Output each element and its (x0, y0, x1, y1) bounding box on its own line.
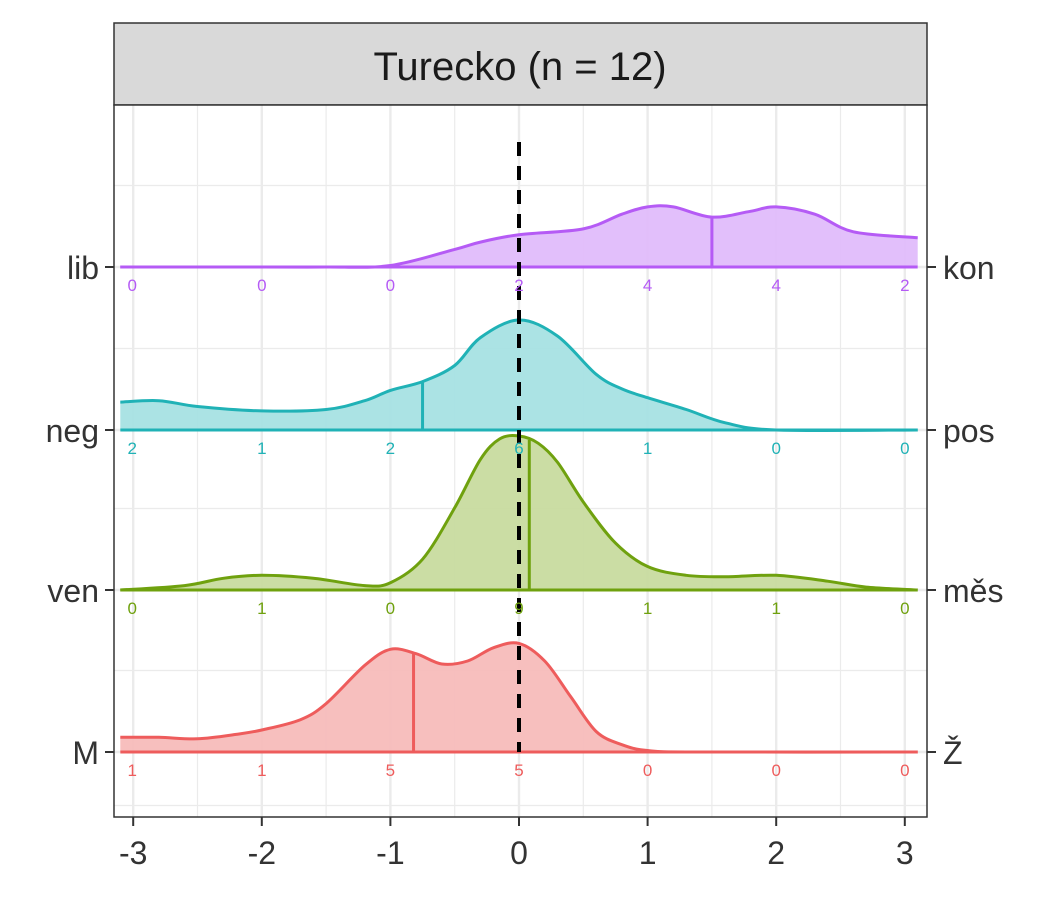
count-label: 1 (257, 599, 266, 618)
count-label: 0 (771, 761, 780, 780)
count-label: 0 (257, 276, 266, 295)
axes: -3 -2 -1 0 1 2 3 lib kon neg pos ven měs M Ž (46, 250, 1004, 871)
count-label: 0 (643, 761, 652, 780)
panel-title: Turecko (n = 12) (373, 45, 666, 89)
count-label: 0 (127, 276, 136, 295)
count-label: 2 (386, 439, 395, 458)
y-label-right: kon (943, 250, 995, 286)
ridge-area (120, 319, 918, 431)
count-label: 0 (386, 276, 395, 295)
count-label: 1 (643, 439, 652, 458)
count-label: 2 (900, 276, 909, 295)
count-label: 4 (771, 276, 780, 295)
count-label: 2 (127, 439, 136, 458)
count-label: 0 (900, 599, 909, 618)
x-tick-label: 1 (639, 835, 657, 871)
count-label: 1 (643, 599, 652, 618)
strip-background (113, 22, 928, 106)
y-label-left: M (72, 735, 99, 771)
ridge-area (120, 205, 918, 268)
y-label-left: neg (46, 413, 99, 449)
ridge-line (120, 641, 918, 754)
ridge-line (120, 318, 918, 433)
count-label: 0 (771, 439, 780, 458)
count-label: 9 (514, 599, 523, 618)
x-tick-label: 3 (896, 835, 914, 871)
count-label: 5 (386, 761, 395, 780)
y-label-left: lib (67, 250, 99, 286)
count-label: 6 (514, 439, 523, 458)
count-label: 0 (900, 761, 909, 780)
count-label: 4 (643, 276, 652, 295)
x-tick-label: 0 (510, 835, 528, 871)
panel-border (113, 104, 928, 818)
y-label-right: Ž (943, 735, 963, 771)
y-label-right: měs (943, 573, 1003, 609)
panel-strip: Turecko (n = 12) (113, 22, 928, 106)
count-label: 0 (900, 439, 909, 458)
count-label: 1 (257, 761, 266, 780)
x-tick-label: -2 (248, 835, 276, 871)
count-label: 0 (127, 599, 136, 618)
count-label: 2 (514, 276, 523, 295)
count-label: 1 (257, 439, 266, 458)
count-label: 0 (386, 599, 395, 618)
x-tick-label: -3 (119, 835, 147, 871)
x-tick-label: 2 (767, 835, 785, 871)
count-labels: 0 0 0 2 4 4 22 1 2 6 1 0 00 1 0 9 1 1 01 1 5 5 0 0 0 (127, 276, 909, 780)
count-label: 1 (127, 761, 136, 780)
count-label: 1 (771, 599, 780, 618)
y-label-left: ven (47, 573, 99, 609)
x-tick-label: -1 (376, 835, 404, 871)
count-label: 5 (514, 761, 523, 780)
y-label-right: pos (943, 413, 995, 449)
